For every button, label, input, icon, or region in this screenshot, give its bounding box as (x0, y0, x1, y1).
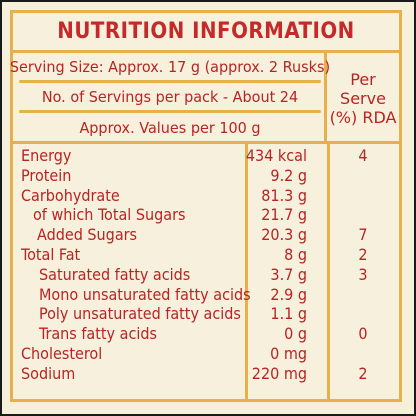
nutrient-row-protein: Protein 9.2 g (13, 166, 399, 186)
nutrient-row-total-sugars: of which Total Sugars 21.7 g (13, 205, 399, 225)
nutrient-rda: 2 (358, 363, 368, 383)
nutrient-value: 220 mg (251, 363, 307, 383)
per-serve-line3: (%) RDA (329, 107, 397, 127)
panel-title: NUTRITION INFORMATION (13, 13, 399, 53)
nutrient-value: 434 kcal (245, 146, 307, 165)
nutrient-rda: 0 (358, 324, 368, 344)
nutrient-name: Mono unsaturated fatty acids (39, 284, 251, 304)
nutrient-row-sodium: Sodium 220 mg 2 (13, 364, 399, 384)
value-column-divider (245, 144, 248, 399)
nutrient-value: 9.2 g (270, 165, 307, 185)
nutrient-row-trans-fat: Trans fatty acids 0 g 0 (13, 324, 399, 344)
nutrient-name: Sodium (21, 363, 76, 383)
nutrient-name: Total Fat (21, 244, 81, 264)
nutrient-value: 3.7 g (270, 264, 307, 284)
rda-column-divider (327, 144, 330, 399)
serving-info-block: Serving Size: Approx. 17 g (approx. 2 Ru… (10, 53, 330, 143)
serving-size-text: Serving Size: Approx. 17 g (approx. 2 Ru… (10, 53, 330, 83)
nutrient-rda: 3 (358, 264, 368, 284)
nutrient-rda: 4 (358, 146, 368, 165)
nutrition-panel: NUTRITION INFORMATION Serving Size: Appr… (10, 10, 402, 402)
per-serve-line2: Serve (340, 88, 386, 108)
nutrient-rows: Energy 434 kcal 4 Protein 9.2 g Carbohyd… (13, 146, 399, 384)
nutrient-value: 1.1 g (270, 304, 307, 324)
nutrient-row-added-sugars: Added Sugars 20.3 g 7 (13, 225, 399, 245)
nutrient-row-energy: Energy 434 kcal 4 (13, 146, 399, 166)
per-serve-rda-header: Per Serve (%) RDA (327, 53, 399, 143)
servings-per-pack-text: No. of Servings per pack - About 24 (19, 83, 321, 113)
nutrient-value: 2.9 g (270, 284, 307, 304)
nutrient-value: 0 g (284, 324, 307, 344)
nutrient-row-cholesterol: Cholesterol 0 mg (13, 344, 399, 364)
nutrient-name: Saturated fatty acids (39, 264, 191, 284)
nutrient-row-carbohydrate: Carbohydrate 81.3 g (13, 186, 399, 206)
per-serve-line1: Per (350, 69, 376, 89)
nutrient-row-mono-unsaturated: Mono unsaturated fatty acids 2.9 g (13, 285, 399, 305)
nutrient-rda: 2 (358, 244, 368, 264)
nutrient-row-poly-unsaturated: Poly unsaturated fatty acids 1.1 g (13, 304, 399, 324)
nutrient-rda: 7 (358, 225, 368, 245)
nutrient-value: 20.3 g (261, 225, 307, 245)
nutrient-value: 8 g (284, 244, 307, 264)
nutrient-value: 0 mg (270, 343, 307, 363)
nutrient-name: Added Sugars (37, 225, 138, 245)
nutrient-name: of which Total Sugars (33, 205, 186, 225)
header-divider (13, 141, 399, 144)
nutrient-row-saturated-fat: Saturated fatty acids 3.7 g 3 (13, 265, 399, 285)
nutrient-row-total-fat: Total Fat 8 g 2 (13, 245, 399, 265)
nutrient-name: Poly unsaturated fatty acids (39, 304, 241, 324)
nutrient-name: Protein (21, 165, 72, 185)
nutrient-value: 21.7 g (261, 205, 307, 225)
nutrient-name: Cholesterol (21, 343, 103, 363)
nutrient-name: Trans fatty acids (39, 324, 157, 344)
nutrient-name: Carbohydrate (21, 185, 120, 205)
nutrient-name: Energy (21, 146, 72, 165)
values-per-100g-text: Approx. Values per 100 g (79, 119, 261, 137)
nutrient-value: 81.3 g (261, 185, 307, 205)
